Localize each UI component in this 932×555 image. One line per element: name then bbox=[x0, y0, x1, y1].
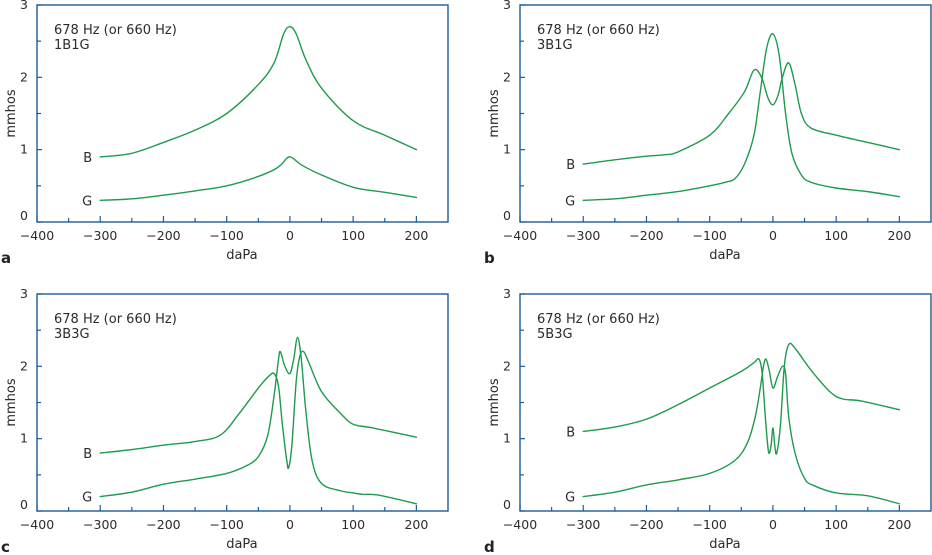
panel-letter: b bbox=[484, 249, 495, 267]
series-B-label: B bbox=[566, 158, 575, 173]
series-B-line bbox=[582, 342, 901, 455]
x-tick-label: 200 bbox=[404, 517, 428, 532]
x-tick-label: −100 bbox=[210, 517, 244, 532]
y-tick-label: 3 bbox=[20, 286, 28, 301]
x-axis-label: daPa bbox=[709, 248, 740, 263]
series-G-line bbox=[99, 156, 418, 201]
series-B-line bbox=[99, 26, 418, 158]
pattern-annotation: 1B1G bbox=[54, 38, 90, 53]
y-tick-label: 2 bbox=[20, 358, 28, 373]
pattern-annotation: 5B3G bbox=[537, 327, 573, 342]
x-tick-label: 0 bbox=[769, 228, 777, 243]
series-B-line bbox=[582, 62, 901, 165]
x-tick-label: 0 bbox=[286, 517, 294, 532]
x-tick-label: −100 bbox=[210, 228, 244, 243]
series-G-line bbox=[582, 358, 901, 505]
y-tick-label: 1 bbox=[20, 142, 28, 157]
x-tick-label: 100 bbox=[824, 228, 848, 243]
x-tick-label: 200 bbox=[887, 517, 911, 532]
panel-c: −400 −300 −200 −100 0 100 200 0 1 2 3 daPa mmhos 678 … bbox=[1, 286, 449, 555]
series-G-label: G bbox=[82, 194, 92, 209]
x-tick-label: 200 bbox=[404, 228, 428, 243]
y-tick-label: 2 bbox=[503, 358, 511, 373]
x-tick-label: −400 bbox=[503, 517, 537, 532]
y-tick-label: 0 bbox=[20, 497, 28, 512]
series-G-label: G bbox=[565, 194, 575, 209]
panel-b: −400 −300 −200 −100 0 100 200 0 1 2 3 daPa mmhos 678 … bbox=[484, 0, 932, 267]
y-axis-label: mmhos bbox=[487, 89, 502, 138]
x-tick-label: −300 bbox=[83, 228, 117, 243]
y-tick-label: 0 bbox=[20, 208, 28, 223]
x-tick-label: −200 bbox=[146, 228, 180, 243]
frequency-annotation: 678 Hz (or 660 Hz) bbox=[54, 312, 177, 327]
series-B-label: B bbox=[83, 151, 92, 166]
y-tick-label: 3 bbox=[20, 0, 28, 12]
y-axis-label: mmhos bbox=[4, 378, 19, 427]
series-B-label: B bbox=[83, 447, 92, 462]
x-tick-label: −200 bbox=[629, 517, 663, 532]
series-B-label: B bbox=[566, 425, 575, 440]
y-tick-label: 0 bbox=[503, 497, 511, 512]
x-tick-label: −100 bbox=[693, 228, 727, 243]
x-axis-label: daPa bbox=[226, 248, 257, 263]
panel-d: −400 −300 −200 −100 0 100 200 0 1 2 3 daPa mmhos 678 … bbox=[484, 286, 932, 555]
panel-a: −400 −300 −200 −100 0 100 200 0 1 2 3 daPa mmhos 678 … bbox=[1, 0, 449, 267]
y-tick-label: 1 bbox=[503, 142, 511, 157]
frequency-annotation: 678 Hz (or 660 Hz) bbox=[537, 23, 660, 38]
y-tick-label: 2 bbox=[503, 69, 511, 84]
y-axis-label: mmhos bbox=[4, 89, 19, 138]
x-tick-label: 100 bbox=[341, 228, 365, 243]
x-tick-label: 0 bbox=[286, 228, 294, 243]
series-G-label: G bbox=[82, 491, 92, 506]
series-G-line bbox=[99, 336, 418, 505]
x-tick-label: 100 bbox=[341, 517, 365, 532]
panel-letter: c bbox=[1, 538, 10, 555]
x-tick-label: 0 bbox=[769, 517, 777, 532]
x-tick-label: −400 bbox=[20, 517, 54, 532]
series-G-label: G bbox=[565, 491, 575, 506]
x-axis-label: daPa bbox=[226, 537, 257, 552]
y-tick-label: 0 bbox=[503, 208, 511, 223]
y-axis-label: mmhos bbox=[487, 378, 502, 427]
panel-letter: a bbox=[1, 249, 11, 267]
series-B-line bbox=[99, 350, 418, 470]
y-tick-label: 3 bbox=[503, 0, 511, 12]
series-G-line bbox=[582, 33, 901, 201]
x-axis-label: daPa bbox=[709, 537, 740, 552]
x-tick-label: 200 bbox=[887, 228, 911, 243]
x-tick-label: −300 bbox=[566, 517, 600, 532]
y-tick-label: 3 bbox=[503, 286, 511, 301]
x-tick-label: −400 bbox=[20, 228, 54, 243]
x-tick-label: −100 bbox=[693, 517, 727, 532]
x-tick-label: −400 bbox=[503, 228, 537, 243]
x-tick-label: −200 bbox=[146, 517, 180, 532]
pattern-annotation: 3B1G bbox=[537, 38, 573, 53]
x-tick-label: 100 bbox=[824, 517, 848, 532]
frequency-annotation: 678 Hz (or 660 Hz) bbox=[54, 23, 177, 38]
x-tick-label: −200 bbox=[629, 228, 663, 243]
x-tick-label: −300 bbox=[566, 228, 600, 243]
y-tick-label: 2 bbox=[20, 69, 28, 84]
x-tick-label: −300 bbox=[83, 517, 117, 532]
frequency-annotation: 678 Hz (or 660 Hz) bbox=[537, 312, 660, 327]
pattern-annotation: 3B3G bbox=[54, 327, 90, 342]
panel-letter: d bbox=[484, 538, 495, 555]
y-tick-label: 1 bbox=[20, 431, 28, 446]
y-tick-label: 1 bbox=[503, 431, 511, 446]
